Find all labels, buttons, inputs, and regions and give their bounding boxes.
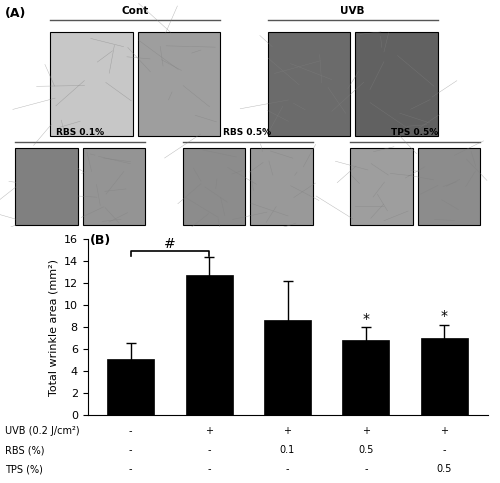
Text: +: +	[284, 426, 292, 436]
Text: TPS 0.5%: TPS 0.5%	[392, 128, 438, 137]
Bar	[107, 359, 154, 415]
Text: RBS (%): RBS (%)	[5, 445, 44, 455]
Text: -: -	[129, 426, 132, 436]
Bar	[264, 320, 311, 415]
Text: #: #	[164, 237, 175, 251]
Bar	[138, 32, 220, 136]
Text: +: +	[205, 426, 213, 436]
Text: -: -	[129, 465, 132, 474]
Bar	[268, 32, 350, 136]
Text: RBS 0.5%: RBS 0.5%	[224, 128, 272, 137]
Text: UVB: UVB	[340, 6, 365, 16]
Text: (B): (B)	[90, 234, 111, 247]
Text: RBS 0.1%: RBS 0.1%	[56, 128, 104, 137]
Text: UVB (0.2 J/cm²): UVB (0.2 J/cm²)	[5, 426, 80, 436]
Text: Cont: Cont	[122, 6, 148, 16]
Text: +: +	[362, 426, 370, 436]
Bar	[421, 338, 468, 415]
Bar	[50, 32, 132, 136]
Bar	[355, 32, 438, 136]
Bar	[250, 147, 312, 225]
Bar	[82, 147, 145, 225]
Bar	[186, 275, 232, 415]
Text: -: -	[286, 465, 289, 474]
Text: -: -	[442, 445, 446, 455]
Text: (A): (A)	[5, 7, 26, 20]
Text: 0.1: 0.1	[280, 445, 295, 455]
Text: +: +	[440, 426, 448, 436]
Bar	[350, 147, 412, 225]
Text: *: *	[362, 312, 370, 326]
Bar	[342, 341, 390, 415]
Text: TPS (%): TPS (%)	[5, 465, 43, 474]
Text: -: -	[129, 445, 132, 455]
Text: -: -	[208, 445, 211, 455]
Text: 0.5: 0.5	[436, 465, 452, 474]
Text: -: -	[364, 465, 368, 474]
Text: -: -	[208, 465, 211, 474]
Bar	[418, 147, 480, 225]
Text: *: *	[441, 310, 448, 324]
Y-axis label: Total wrinkle area (mm²): Total wrinkle area (mm²)	[48, 259, 58, 396]
Text: 0.5: 0.5	[358, 445, 374, 455]
Bar	[15, 147, 78, 225]
Bar	[182, 147, 245, 225]
